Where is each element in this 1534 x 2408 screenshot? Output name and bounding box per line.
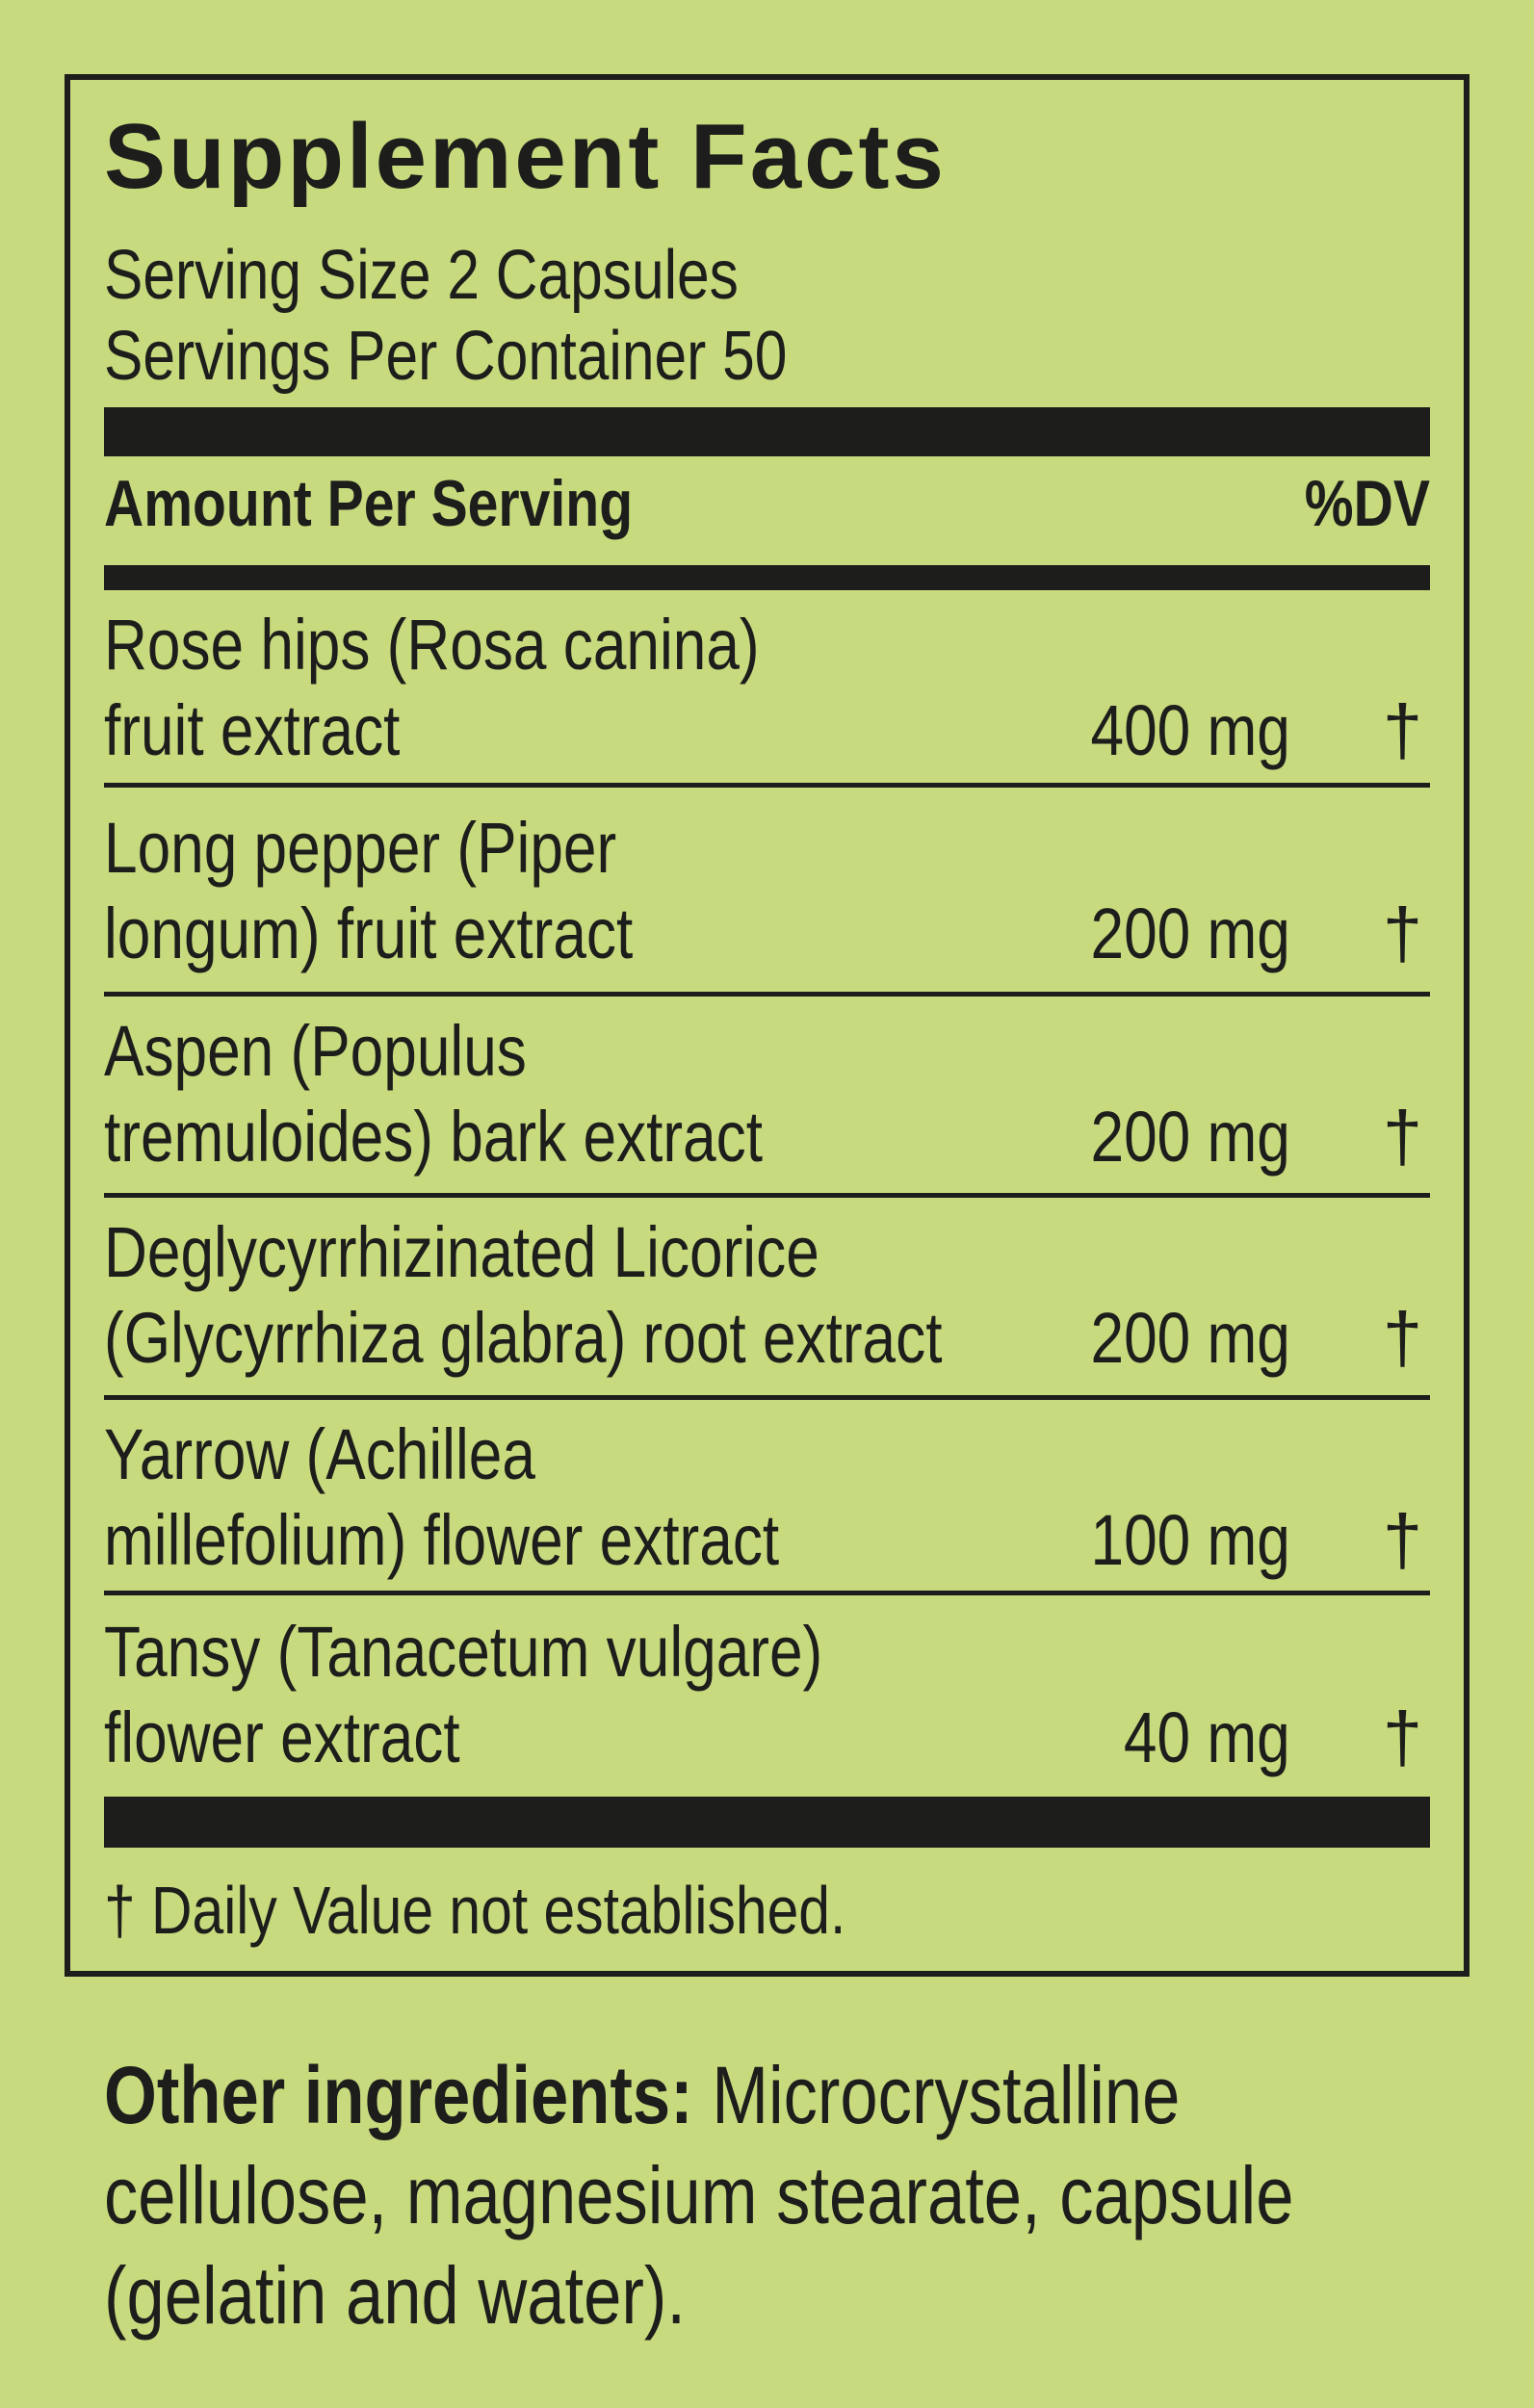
ingredient-name: Deglycyrrhizinated Licorice (Glycyrrhiza … <box>104 1212 943 1378</box>
ingredient-row: Aspen (Populus tremuloides) bark extract … <box>104 997 1430 1198</box>
serving-size: Serving Size 2 Capsules <box>104 237 739 314</box>
supplement-facts-panel <box>65 74 1469 1977</box>
ingredient-amount: 200 mg <box>1090 893 1290 973</box>
dagger-mark: † <box>1382 690 1422 770</box>
thick-divider <box>104 407 1430 456</box>
panel-title: Supplement Facts <box>104 105 947 208</box>
ingredient-amount: 400 mg <box>1090 690 1290 770</box>
ingredient-row: Tansy (Tanacetum vulgare) flower extract … <box>104 1595 1430 1800</box>
ingredient-row: Rose hips (Rosa canina) fruit extract 400… <box>104 590 1430 788</box>
dagger-mark: † <box>1382 1500 1422 1580</box>
dagger-mark: † <box>1382 1697 1422 1777</box>
thick-divider-bottom <box>104 1797 1430 1848</box>
ingredient-amount: 100 mg <box>1090 1500 1290 1580</box>
footnote: † Daily Value not established. <box>104 1873 846 1948</box>
ingredient-name: Tansy (Tanacetum vulgare) flower extract <box>104 1612 823 1777</box>
ingredient-name: Rose hips (Rosa canina) fruit extract <box>104 605 760 770</box>
ingredient-row: Long pepper (Piper longum) fruit extract … <box>104 788 1430 997</box>
dv-header: %DV <box>1304 467 1430 540</box>
dagger-mark: † <box>1382 1097 1422 1177</box>
ingredient-name: Aspen (Populus tremuloides) bark extract <box>104 1011 764 1177</box>
ingredient-list: Rose hips (Rosa canina) fruit extract 400… <box>104 590 1430 1800</box>
ingredient-amount: 40 mg <box>1124 1697 1290 1777</box>
ingredient-row: Deglycyrrhizinated Licorice (Glycyrrhiza … <box>104 1198 1430 1400</box>
amount-per-serving-header: Amount Per Serving <box>104 467 634 540</box>
ingredient-name: Yarrow (Achillea millefolium) flower extr… <box>104 1414 780 1580</box>
ingredient-row: Yarrow (Achillea millefolium) flower extr… <box>104 1400 1430 1595</box>
ingredient-amount: 200 mg <box>1090 1298 1290 1378</box>
ingredient-name: Long pepper (Piper longum) fruit extract <box>104 808 634 973</box>
medium-divider <box>104 565 1430 590</box>
ingredient-amount: 200 mg <box>1090 1097 1290 1177</box>
other-ingredients: Other ingredients: Microcrystalline cell… <box>104 2050 1294 2341</box>
servings-per-container: Servings Per Container 50 <box>104 318 788 395</box>
dagger-mark: † <box>1382 893 1422 973</box>
other-ingredients-label: Other ingredients: <box>104 2050 693 2140</box>
dagger-mark: † <box>1382 1298 1422 1378</box>
